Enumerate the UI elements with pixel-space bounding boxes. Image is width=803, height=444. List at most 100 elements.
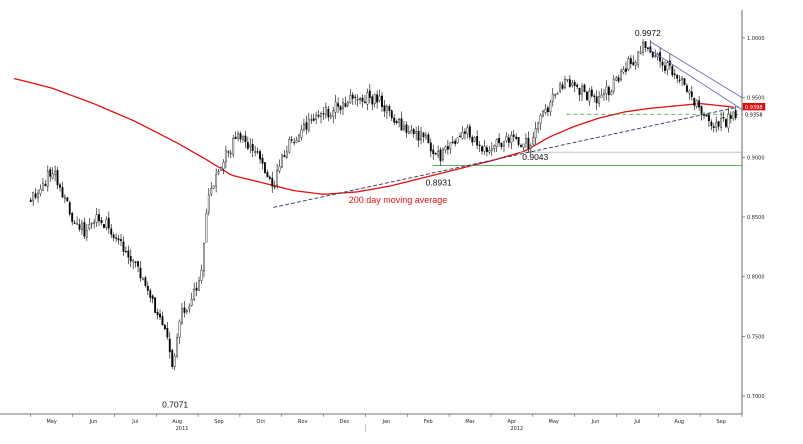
candle-body-up: [598, 96, 601, 104]
candle: [595, 90, 598, 111]
candle: [146, 281, 149, 296]
candle: [424, 131, 427, 140]
candle-body-down: [171, 350, 174, 368]
candle-body-up: [217, 171, 220, 174]
candle-body-up: [642, 42, 644, 53]
candle: [722, 111, 725, 123]
candle-body-up: [307, 118, 310, 131]
candle-body-down: [722, 117, 725, 119]
candle: [81, 219, 83, 235]
candle: [434, 152, 437, 156]
candle-body-up: [76, 223, 79, 225]
candle-body-down: [646, 47, 649, 49]
candle-body-up: [173, 355, 176, 368]
candle-body-down: [729, 115, 732, 119]
candle: [634, 60, 637, 70]
candle: [444, 145, 447, 154]
candle: [222, 159, 225, 175]
candle: [320, 111, 322, 124]
candle: [266, 169, 269, 178]
candle: [371, 94, 374, 111]
candle-body-up: [473, 137, 476, 142]
candle: [137, 260, 139, 273]
candle: [312, 113, 315, 122]
candle-body-up: [551, 93, 554, 102]
candle-body-down: [124, 251, 127, 253]
candle-body-down: [725, 119, 727, 127]
candle: [493, 144, 496, 153]
candle-body-up: [254, 151, 257, 153]
candle: [346, 100, 349, 108]
candle-body-down: [227, 151, 230, 153]
candle: [166, 321, 169, 340]
candle-body-down: [68, 202, 71, 215]
candle-body-up: [300, 129, 303, 138]
x-month-label: Jul: [633, 419, 640, 425]
candle-body-up: [273, 186, 276, 188]
candle: [615, 75, 618, 81]
candle-body-down: [676, 74, 679, 79]
candle-body-down: [102, 224, 105, 228]
candle-body-down: [263, 162, 266, 173]
candle-body-down: [166, 328, 169, 338]
candle: [407, 125, 410, 135]
candle-body-down: [517, 137, 520, 145]
candle: [139, 260, 142, 282]
candle: [132, 258, 135, 270]
candle-body-down: [690, 91, 693, 97]
candle: [593, 93, 596, 103]
candle-body-down: [593, 95, 596, 97]
candle: [76, 216, 79, 225]
annotation-label: 0.8931: [426, 178, 452, 188]
x-month-label: Jan: [382, 419, 391, 425]
candle: [471, 135, 474, 146]
candle: [151, 294, 154, 304]
candle: [549, 99, 552, 116]
candle: [403, 120, 405, 132]
candle-body-down: [183, 307, 186, 313]
candle: [429, 138, 432, 158]
candle: [134, 260, 137, 268]
candle: [522, 143, 525, 151]
candle-body-down: [405, 124, 408, 133]
candle: [427, 132, 430, 144]
candle-body-down: [644, 41, 647, 49]
candle: [73, 220, 76, 224]
candle: [171, 348, 174, 370]
candle: [585, 90, 588, 101]
candle: [68, 200, 71, 217]
candle-body-up: [654, 55, 657, 57]
candle-body-down: [698, 100, 701, 108]
candle: [666, 60, 669, 76]
candle: [261, 153, 264, 170]
candle-body-up: [564, 78, 566, 88]
candle: [149, 288, 152, 303]
candle-body-down: [66, 197, 69, 202]
candle: [461, 126, 464, 140]
candle: [110, 223, 113, 238]
candles-layer: [29, 39, 737, 371]
candle-body-up: [242, 136, 244, 140]
candle: [729, 111, 732, 124]
candle-body-up: [215, 174, 218, 187]
annotation-label: 0.7071: [162, 400, 188, 410]
candle-body-up: [142, 277, 144, 280]
candle-body-up: [63, 196, 66, 200]
candle: [498, 133, 501, 147]
price-badge-label: 0.9398: [745, 105, 763, 111]
candle-body-up: [490, 148, 493, 151]
candle-body-up: [449, 142, 452, 150]
x-month-label: Jul: [131, 419, 138, 425]
candle: [305, 115, 308, 135]
candle-body-down: [368, 90, 371, 98]
candle: [734, 105, 737, 121]
candle: [368, 83, 371, 104]
candle-body-down: [154, 297, 157, 313]
candle: [537, 121, 540, 134]
candle: [568, 75, 571, 88]
horizontal-lines-layer: [432, 113, 742, 166]
candle-body-down: [112, 234, 115, 238]
candle-body-down: [417, 130, 420, 141]
